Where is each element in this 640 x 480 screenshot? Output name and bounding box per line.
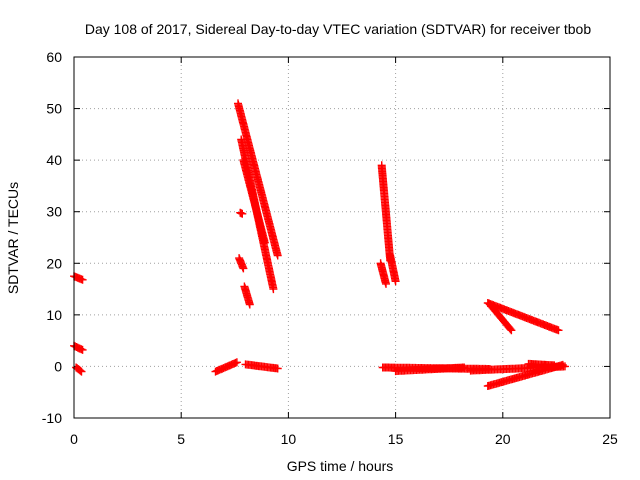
data-point: [554, 326, 563, 335]
data-point: [273, 251, 282, 260]
data-point: [260, 238, 269, 247]
y-tick-label: 40: [46, 152, 62, 168]
data-point: [391, 277, 400, 286]
data-point: [232, 358, 241, 367]
data-point: [460, 363, 469, 372]
data-point: [273, 364, 282, 373]
y-tick-label: 60: [46, 49, 62, 65]
x-tick-label: 25: [602, 431, 618, 447]
x-tick-label: 10: [281, 431, 297, 447]
y-tick-label: 30: [46, 204, 62, 220]
data-point: [239, 264, 248, 273]
data-point: [507, 326, 516, 335]
y-tick-label: 50: [46, 101, 62, 117]
data-point: [78, 345, 87, 354]
x-tick-label: 20: [495, 431, 511, 447]
data-point: [238, 209, 247, 218]
y-tick-label: 0: [54, 358, 62, 374]
data-point: [550, 361, 559, 370]
axis-ticks: 0 5 10 15 20 25 -10 0 10 20 30 40 50 60: [42, 49, 618, 447]
y-tick-label: -10: [42, 410, 62, 426]
data-point: [245, 300, 254, 309]
data-point: [561, 362, 569, 371]
y-tick-label: 20: [46, 255, 62, 271]
data-point: [78, 275, 87, 284]
x-axis-label: GPS time / hours: [287, 458, 394, 474]
chart-title: Day 108 of 2017, Sidereal Day-to-day VTE…: [85, 21, 592, 37]
data-point: [269, 285, 278, 294]
data-point: [77, 367, 86, 376]
x-tick-label: 15: [388, 431, 404, 447]
y-axis-label: SDTVAR / TECUs: [5, 182, 21, 294]
data-points: [70, 99, 569, 390]
data-point: [506, 325, 515, 334]
x-tick-label: 5: [177, 431, 185, 447]
grid: [74, 57, 610, 418]
data-point: [382, 279, 390, 288]
x-tick-label: 0: [70, 431, 78, 447]
y-tick-label: 10: [46, 307, 62, 323]
data-point: [76, 366, 85, 375]
plot-frame: [73, 56, 611, 419]
